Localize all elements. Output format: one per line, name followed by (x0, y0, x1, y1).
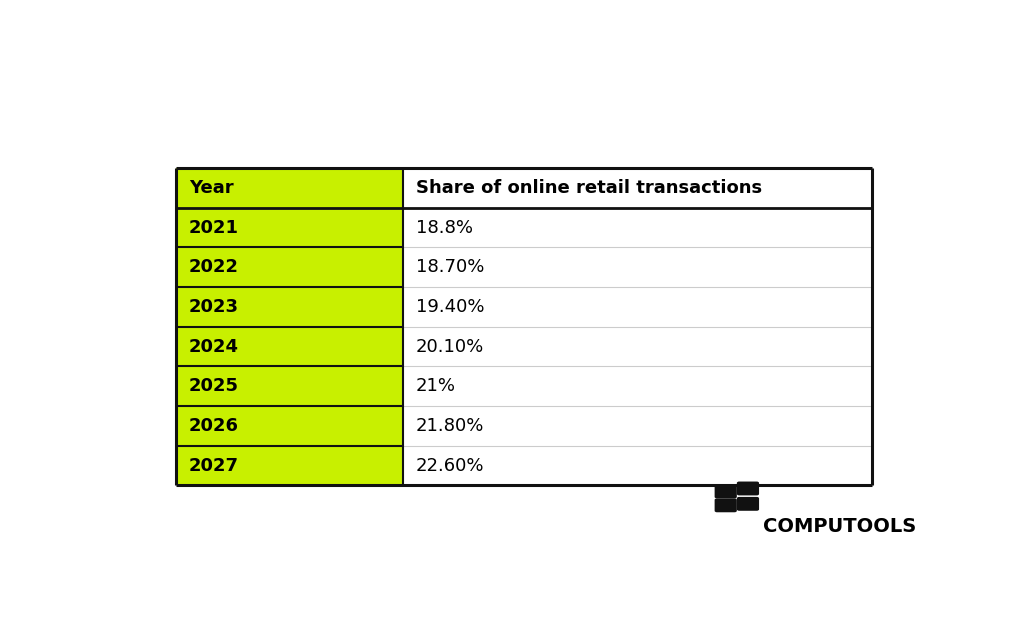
Text: 21.80%: 21.80% (416, 417, 484, 435)
Text: 21%: 21% (416, 377, 456, 395)
FancyBboxPatch shape (737, 482, 759, 495)
FancyBboxPatch shape (737, 497, 759, 511)
Bar (176, 327, 403, 366)
Bar (403, 327, 872, 366)
Bar (403, 168, 872, 208)
Bar (403, 208, 872, 247)
Text: 2024: 2024 (188, 337, 239, 355)
Text: 19.40%: 19.40% (416, 298, 484, 316)
Bar (176, 406, 403, 446)
Text: 2026: 2026 (188, 417, 239, 435)
Bar (176, 247, 403, 287)
Text: Share of online retail transactions: Share of online retail transactions (416, 179, 762, 197)
Text: 18.70%: 18.70% (416, 258, 484, 276)
Bar (176, 287, 403, 327)
Bar (176, 208, 403, 247)
Text: 20.10%: 20.10% (416, 337, 484, 355)
FancyBboxPatch shape (715, 498, 737, 512)
FancyBboxPatch shape (715, 484, 737, 498)
Text: 2025: 2025 (188, 377, 239, 395)
Bar (176, 168, 403, 208)
Text: 2021: 2021 (188, 218, 239, 236)
Text: Year: Year (188, 179, 233, 197)
Text: 22.60%: 22.60% (416, 457, 484, 475)
Text: 2027: 2027 (188, 457, 239, 475)
Text: COMPUTOOLS: COMPUTOOLS (764, 516, 916, 536)
Text: 2022: 2022 (188, 258, 239, 276)
Bar (403, 446, 872, 486)
Bar (176, 366, 403, 406)
Text: 18.8%: 18.8% (416, 218, 473, 236)
Bar (403, 287, 872, 327)
Bar (403, 406, 872, 446)
Bar (403, 247, 872, 287)
Text: 2023: 2023 (188, 298, 239, 316)
Bar (176, 446, 403, 486)
Bar (403, 366, 872, 406)
